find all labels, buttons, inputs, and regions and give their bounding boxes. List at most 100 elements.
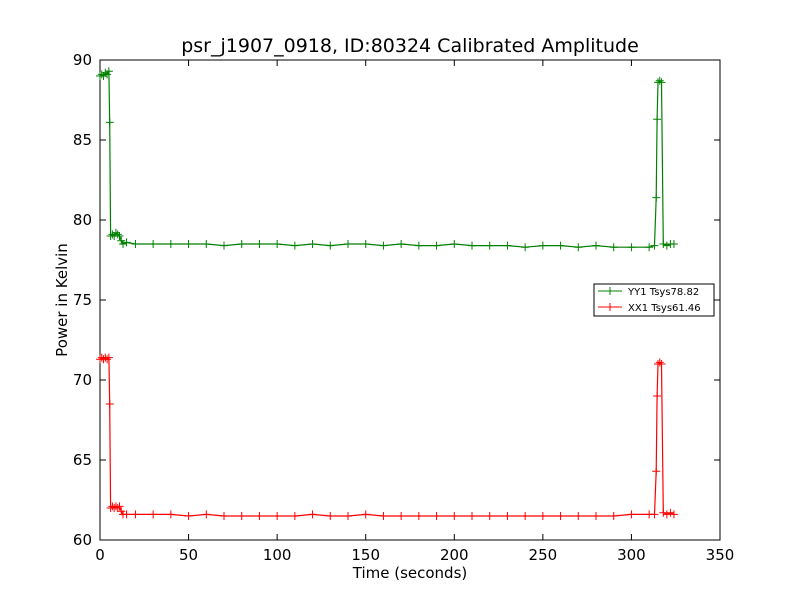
data-point: [103, 70, 112, 79]
x-tick-label: 100: [263, 546, 292, 564]
data-point: [101, 68, 110, 77]
data-point: [503, 512, 512, 520]
data-point: [609, 243, 618, 252]
data-point: [119, 240, 128, 248]
data-point: [166, 240, 175, 248]
data-point: [149, 240, 158, 248]
data-point: [485, 512, 494, 520]
x-axis-label: Time (seconds): [352, 564, 468, 582]
data-point: [450, 240, 459, 248]
data-point: [592, 512, 600, 520]
data-point: [184, 512, 193, 520]
data-point: [104, 353, 113, 362]
data-point: [574, 243, 583, 252]
data-point: [104, 67, 113, 76]
data-point: [122, 510, 131, 519]
data-point: [414, 241, 423, 250]
data-point: [202, 240, 211, 248]
data-point: [290, 241, 299, 250]
data-point: [652, 467, 661, 476]
data-point: [308, 240, 317, 248]
data-point: [344, 240, 352, 248]
data-point: [659, 508, 668, 517]
data-point: [115, 502, 124, 511]
chart-title: psr_j1907_0918, ID:80324 Calibrated Ampl…: [181, 35, 639, 57]
data-point: [115, 232, 124, 240]
legend: YY1 Tsys78.82 XX1 Tsys61.46: [593, 283, 715, 317]
data-point: [645, 243, 654, 252]
ticks-layer: 0 50 100 150 200 250 300 350 60 65 70 75 80 85 90: [73, 51, 734, 564]
data-point: [122, 238, 131, 247]
data-point: [432, 512, 441, 520]
data-point: [521, 243, 530, 252]
y-axis-label: Power in Kelvin: [53, 243, 71, 357]
data-point: [397, 240, 406, 248]
data-point: [111, 228, 120, 237]
data-point: [592, 241, 600, 250]
x-tick-label: 150: [351, 546, 380, 564]
data-point: [290, 512, 299, 520]
data-point: [669, 240, 678, 248]
data-point: [609, 512, 618, 520]
data-point: [326, 512, 335, 520]
data-point: [657, 78, 666, 87]
y-tick-label: 80: [73, 211, 92, 229]
data-point: [202, 510, 211, 519]
data-point: [556, 512, 565, 520]
legend-marker-yy1: [606, 287, 614, 295]
data-point: [414, 512, 423, 520]
y-tick-label: 75: [73, 291, 92, 309]
x-tick-label: 300: [617, 546, 646, 564]
data-point: [653, 115, 662, 124]
data-point: [627, 243, 636, 252]
data-point: [273, 240, 282, 248]
data-point: [662, 241, 671, 250]
data-point: [666, 508, 675, 517]
x-tick-label: 200: [440, 546, 469, 564]
data-point: [131, 510, 140, 519]
data-point: [99, 72, 108, 80]
data-point: [657, 360, 666, 368]
data-point: [627, 510, 636, 519]
data-point: [113, 504, 122, 512]
data-point: [662, 510, 671, 519]
legend-label-xx1: XX1 Tsys61.46: [628, 303, 701, 314]
data-point: [655, 76, 664, 85]
data-point: [574, 512, 583, 520]
data-point: [556, 241, 565, 250]
data-point: [166, 510, 175, 519]
data-point: [521, 512, 530, 520]
data-point: [105, 400, 114, 408]
data-point: [397, 512, 406, 520]
legend-marker-xx1: [606, 303, 614, 311]
data-point: [237, 240, 246, 248]
data-point: [468, 241, 476, 250]
data-point: [220, 241, 228, 250]
series-0: [96, 67, 678, 252]
data-point: [344, 512, 352, 520]
data-point: [103, 355, 112, 364]
data-point: [326, 241, 335, 250]
data-point: [650, 510, 659, 519]
data-point: [379, 512, 388, 520]
data-point: [184, 240, 193, 248]
data-point: [379, 241, 388, 250]
data-point: [149, 510, 158, 519]
x-tick-label: 250: [529, 546, 558, 564]
data-point: [650, 241, 659, 250]
data-point: [655, 358, 664, 367]
data-point: [538, 512, 547, 520]
y-tick-label: 90: [73, 51, 92, 69]
data-point: [273, 512, 282, 520]
data-point: [538, 241, 547, 250]
data-point: [220, 512, 228, 520]
x-tick-label: 50: [179, 546, 198, 564]
data-point: [131, 240, 140, 248]
x-tick-label: 0: [95, 546, 105, 564]
data-point: [485, 241, 494, 250]
y-tick-label: 60: [73, 531, 92, 549]
data-point: [659, 240, 668, 248]
y-tick-label: 70: [73, 371, 92, 389]
data-point: [237, 512, 246, 520]
